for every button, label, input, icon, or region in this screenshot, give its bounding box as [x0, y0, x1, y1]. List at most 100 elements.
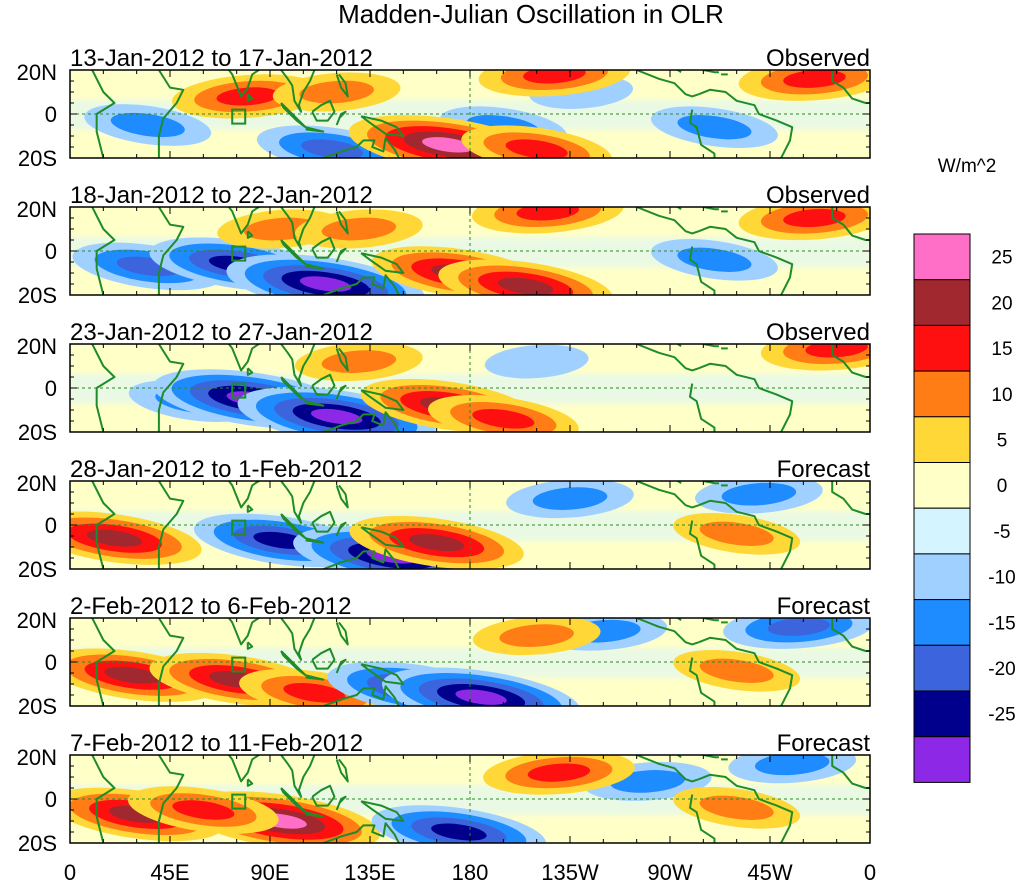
lat-label: 0 — [45, 376, 57, 401]
lon-label: 45W — [747, 860, 792, 885]
lat-label: 0 — [45, 513, 57, 538]
map-ticks — [69, 617, 871, 707]
lat-label: 0 — [45, 239, 57, 264]
lon-label: 135E — [344, 860, 395, 885]
olr-map — [69, 754, 871, 844]
lat-label: 20N — [17, 745, 57, 770]
olr-anomaly-pos — [673, 786, 801, 829]
colorbar-label: -5 — [994, 522, 1011, 543]
map-panel-3: 23-Jan-2012 to 27-Jan-2012 Observed 20N 0 20… — [17, 319, 871, 445]
olr-anomaly-pos — [478, 70, 631, 97]
colorbar-label: -20 — [988, 659, 1015, 680]
region-box-marker — [231, 519, 247, 536]
coastlines — [91, 755, 870, 843]
lat-label: 20S — [18, 557, 57, 582]
olr-anomaly-neg — [382, 667, 581, 706]
panel-date-range: 28-Jan-2012 to 1-Feb-2012 — [70, 456, 362, 483]
lat-label: 20N — [17, 60, 57, 85]
lon-label: 90W — [647, 860, 692, 885]
colorbar-swatch — [913, 599, 971, 646]
lat-label: 20S — [18, 283, 57, 308]
colorbar-label: 5 — [997, 431, 1008, 452]
colorbar-swatch — [913, 644, 971, 692]
panel-date-range: 2-Feb-2012 to 6-Feb-2012 — [70, 593, 352, 620]
colorbar-swatch — [913, 553, 971, 601]
colorbar-swatch — [913, 233, 971, 281]
lat-label: 20S — [18, 420, 57, 445]
coastlines — [91, 344, 870, 432]
olr-anomaly-pos — [760, 344, 870, 371]
panel-status: Forecast — [777, 730, 871, 757]
panel-status: Forecast — [777, 456, 871, 483]
map-ticks — [69, 69, 871, 159]
olr-anomaly-pos — [471, 207, 624, 234]
lon-label: 135W — [541, 860, 599, 885]
olr-anomaly-pos — [295, 344, 423, 382]
olr-anomaly-pos — [272, 72, 401, 112]
map-ticks — [69, 480, 871, 570]
colorbar-label: -25 — [988, 705, 1015, 726]
region-box-marker — [231, 108, 247, 125]
figure-title: Madden-Julian Oscillation in OLR — [338, 0, 724, 29]
lon-label: 0 — [864, 860, 876, 885]
colorbar-swatches — [913, 233, 971, 783]
olr-anomaly-neg — [723, 618, 870, 649]
colorbar-label: 15 — [991, 339, 1012, 360]
panel-date-range: 18-Jan-2012 to 22-Jan-2012 — [70, 182, 373, 209]
map-panel-4: 28-Jan-2012 to 1-Feb-2012 Forecast 20N 0 20S — [17, 456, 871, 582]
olr-anomaly-pos — [673, 512, 801, 555]
colorbar-labels: 25 20 15 10 5 0 -5 -10 -15 -20 -25 — [988, 248, 1015, 726]
region-box-marker — [231, 245, 247, 262]
colorbar-swatch — [913, 279, 971, 326]
lat-label: 20N — [17, 471, 57, 496]
lon-label: 90E — [250, 860, 289, 885]
map-panels: 13-Jan-2012 to 17-Jan-2012 Observed 20N 0 20… — [17, 45, 871, 856]
map-ticks — [69, 343, 871, 433]
olr-anomaly-neg — [506, 481, 634, 519]
region-box-marker — [231, 382, 247, 399]
olr-map — [69, 617, 871, 707]
lat-label: 0 — [45, 787, 57, 812]
lon-label: 180 — [452, 860, 489, 885]
panel-status: Forecast — [777, 593, 871, 620]
olr-map — [69, 206, 871, 296]
lon-label: 45E — [150, 860, 189, 885]
olr-anomaly-pos — [128, 786, 279, 834]
panel-date-range: 13-Jan-2012 to 17-Jan-2012 — [70, 45, 373, 72]
colorbar-label: 20 — [991, 293, 1012, 314]
olr-map — [69, 69, 871, 159]
lat-label: 0 — [45, 650, 57, 675]
lat-label: 20N — [17, 197, 57, 222]
map-panel-5: 2-Feb-2012 to 6-Feb-2012 Forecast 20N 0 20S — [17, 593, 871, 719]
lat-label: 20S — [18, 146, 57, 171]
colorbar-swatch — [913, 416, 971, 463]
colorbar-label: 0 — [997, 476, 1008, 497]
coastlines — [91, 481, 870, 569]
olr-anomaly-neg — [84, 104, 212, 146]
colorbar-swatch — [913, 507, 971, 555]
map-ticks — [69, 754, 871, 844]
panel-status: Observed — [766, 182, 870, 209]
lat-label: 20S — [18, 831, 57, 856]
olr-anomaly-pos — [738, 207, 870, 241]
olr-map — [69, 343, 871, 433]
longitude-axis: 0 45E 90E 135E 180 135W 90W 45W 0 — [64, 860, 876, 885]
colorbar-swatch — [913, 324, 971, 372]
olr-anomaly-pos — [472, 618, 601, 656]
panel-status: Observed — [766, 319, 870, 346]
colorbar-units: W/m^2 — [938, 156, 997, 177]
map-panel-6: 7-Feb-2012 to 11-Feb-2012 Forecast 20N 0 20S — [17, 730, 871, 856]
olr-anomaly-pos — [483, 755, 635, 795]
colorbar-label: 25 — [991, 248, 1012, 269]
olr-anomaly-pos — [349, 515, 524, 569]
colorbar: W/m^2 25 20 15 10 5 0 -5 -10 -15 -20 -25 — [913, 156, 1016, 783]
olr-anomaly-pos — [438, 259, 613, 295]
olr-anomaly-neg — [651, 238, 778, 281]
olr-anomaly-neg — [226, 254, 425, 295]
colorbar-label: -15 — [988, 613, 1015, 634]
olr-anomaly-neg — [728, 755, 857, 784]
coastlines — [91, 618, 870, 706]
lon-label: 0 — [64, 860, 76, 885]
colorbar-swatch — [913, 690, 971, 738]
